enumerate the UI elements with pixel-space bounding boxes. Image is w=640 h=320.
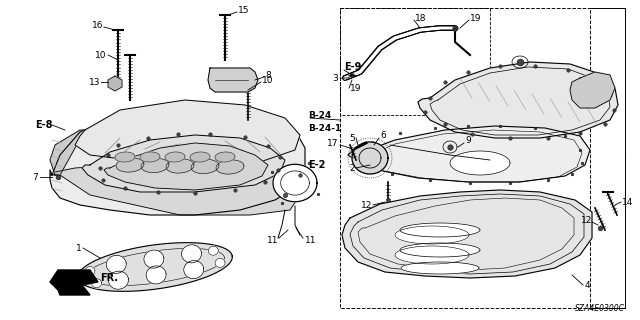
Text: E-9: E-9: [344, 62, 362, 72]
Polygon shape: [342, 190, 592, 278]
Polygon shape: [400, 243, 480, 257]
Polygon shape: [75, 100, 300, 165]
Text: SZA4E0300C: SZA4E0300C: [575, 304, 625, 313]
Polygon shape: [140, 152, 160, 162]
Polygon shape: [166, 159, 194, 173]
Polygon shape: [190, 152, 210, 162]
Text: 19: 19: [350, 84, 362, 92]
Polygon shape: [208, 246, 218, 255]
Text: 7: 7: [32, 172, 38, 181]
Text: 10: 10: [262, 76, 273, 84]
Polygon shape: [106, 255, 126, 273]
Text: 19: 19: [470, 13, 481, 22]
Text: 8: 8: [265, 70, 271, 79]
Polygon shape: [50, 130, 85, 175]
Polygon shape: [104, 143, 268, 190]
Polygon shape: [165, 152, 185, 162]
Text: E-2: E-2: [308, 160, 325, 170]
Text: 12: 12: [580, 215, 592, 225]
Text: 4: 4: [585, 281, 591, 290]
Polygon shape: [77, 243, 232, 291]
Polygon shape: [395, 226, 469, 244]
Text: 15: 15: [238, 5, 250, 14]
Polygon shape: [146, 266, 166, 284]
Polygon shape: [109, 271, 129, 289]
Polygon shape: [50, 270, 98, 295]
Text: 17: 17: [326, 139, 338, 148]
Polygon shape: [395, 246, 469, 264]
Text: 13: 13: [88, 77, 100, 86]
Text: 5: 5: [349, 133, 355, 142]
Polygon shape: [401, 262, 479, 274]
Text: 18: 18: [415, 13, 426, 22]
Text: FR.: FR.: [100, 273, 118, 283]
Polygon shape: [50, 165, 300, 215]
Polygon shape: [348, 126, 590, 182]
Polygon shape: [273, 164, 317, 202]
Polygon shape: [184, 260, 204, 279]
Text: 6: 6: [380, 131, 386, 140]
Text: 3: 3: [332, 74, 338, 83]
Text: 12: 12: [360, 201, 372, 210]
Polygon shape: [182, 245, 202, 263]
Text: 11: 11: [266, 236, 278, 244]
Polygon shape: [570, 72, 615, 108]
Polygon shape: [141, 158, 169, 172]
Polygon shape: [215, 258, 225, 268]
Text: 16: 16: [92, 20, 103, 29]
Polygon shape: [216, 160, 244, 174]
Polygon shape: [85, 267, 95, 276]
Polygon shape: [115, 152, 135, 162]
Text: 11: 11: [305, 236, 317, 244]
Text: 2: 2: [349, 164, 355, 172]
Polygon shape: [191, 159, 219, 173]
Polygon shape: [400, 223, 480, 237]
Polygon shape: [50, 105, 305, 215]
Polygon shape: [116, 158, 144, 172]
Polygon shape: [215, 152, 235, 162]
Polygon shape: [108, 76, 122, 91]
Text: B-24: B-24: [308, 110, 332, 119]
Text: B-24-1: B-24-1: [308, 124, 341, 132]
Text: 10: 10: [95, 51, 106, 60]
Polygon shape: [352, 142, 388, 174]
Polygon shape: [92, 279, 102, 288]
Polygon shape: [144, 250, 164, 268]
Text: E-8: E-8: [35, 120, 52, 130]
Text: 1: 1: [76, 244, 82, 252]
Polygon shape: [418, 62, 618, 138]
Polygon shape: [450, 151, 510, 175]
Polygon shape: [82, 135, 285, 192]
Polygon shape: [208, 68, 258, 92]
Text: 9: 9: [465, 135, 471, 145]
Text: 14: 14: [622, 197, 634, 206]
